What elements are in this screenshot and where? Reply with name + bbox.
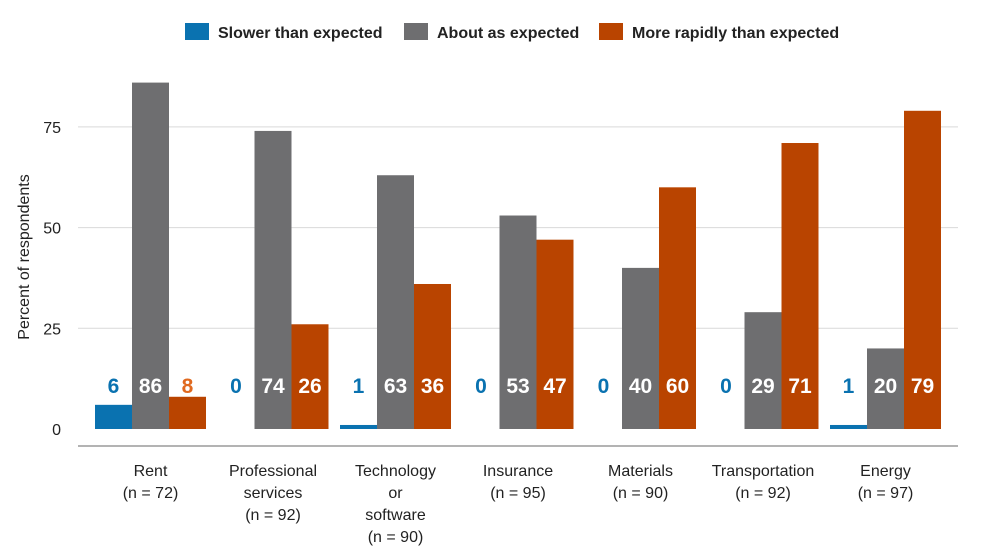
- category-label-line: or: [388, 485, 403, 502]
- category-label-line: Materials: [608, 463, 673, 480]
- category-labels: Rent (n = 72) Professional services (n = 92)…: [123, 463, 914, 546]
- data-label-1-3: 53: [506, 375, 529, 398]
- legend: Slower than expected About as expected Mor…: [185, 23, 839, 42]
- y-axis-ticks: 0 25 50 75: [43, 120, 61, 439]
- bar-2-2: [414, 283, 451, 429]
- data-label-1-5: 29: [751, 375, 774, 398]
- bar-1-3: [499, 215, 537, 429]
- bar-1-5: [744, 312, 782, 429]
- data-label-0-2: 1: [353, 375, 365, 398]
- category-label-line: Insurance: [483, 463, 553, 480]
- category-label-line: (n = 90): [368, 529, 424, 546]
- bar-2-1: [291, 324, 329, 429]
- category-label-4: Materials (n = 90): [608, 463, 673, 502]
- category-label-line: Rent: [134, 463, 168, 480]
- data-label-2-2: 36: [421, 375, 444, 398]
- category-label-3: Insurance (n = 95): [483, 463, 553, 502]
- bar-1-4: [622, 267, 659, 429]
- y-tick-label-50: 50: [43, 221, 61, 238]
- category-label-2: Technology or software (n = 90): [355, 463, 436, 546]
- category-label-line: Energy: [860, 463, 911, 480]
- y-tick-label-0: 0: [52, 422, 61, 439]
- bar-2-6: [904, 110, 941, 430]
- data-label-2-1: 26: [298, 375, 321, 398]
- bar-2-0: [169, 396, 206, 429]
- bar-2-4: [659, 187, 696, 429]
- data-label-2-4: 60: [666, 375, 689, 398]
- y-tick-label-25: 25: [43, 321, 61, 338]
- category-label-1: Professional services (n = 92): [229, 463, 317, 524]
- category-label-line: Transportation: [712, 463, 815, 480]
- category-label-0: Rent (n = 72): [123, 463, 179, 502]
- data-label-1-4: 40: [629, 375, 652, 398]
- category-label-line: (n = 90): [613, 485, 669, 502]
- data-label-2-6: 79: [911, 375, 934, 398]
- category-label-line: (n = 92): [245, 507, 301, 524]
- data-label-1-1: 74: [261, 375, 285, 398]
- data-label-0-0: 6: [108, 375, 120, 398]
- bar-0-2: [340, 424, 377, 429]
- data-label-1-2: 63: [384, 375, 407, 398]
- data-label-0-3: 0: [475, 375, 487, 398]
- category-label-line: (n = 97): [858, 485, 914, 502]
- category-label-5: Transportation (n = 92): [712, 463, 815, 502]
- bars: [95, 82, 941, 430]
- data-label-2-3: 47: [543, 375, 566, 398]
- data-label-0-1: 0: [230, 375, 242, 398]
- data-label-0-5: 0: [720, 375, 732, 398]
- y-axis-label: Percent of respondents: [16, 174, 33, 339]
- bar-1-0: [132, 82, 169, 429]
- bar-0-6: [830, 424, 867, 429]
- bar-1-6: [867, 348, 904, 429]
- legend-swatch-1: [404, 23, 428, 40]
- category-label-line: Technology: [355, 463, 436, 480]
- bar-0-0: [95, 404, 132, 429]
- category-label-line: Professional: [229, 463, 317, 480]
- category-label-line: (n = 72): [123, 485, 179, 502]
- data-label-1-0: 86: [139, 375, 162, 398]
- category-label-line: software: [365, 507, 426, 524]
- bar-1-1: [254, 130, 292, 430]
- category-label-line: (n = 92): [735, 485, 791, 502]
- data-label-0-4: 0: [598, 375, 610, 398]
- category-label-line: (n = 95): [490, 485, 546, 502]
- legend-swatch-2: [599, 23, 623, 40]
- legend-swatch-0: [185, 23, 209, 40]
- category-label-line: services: [244, 485, 303, 502]
- bar-1-2: [377, 175, 414, 429]
- legend-label-0: Slower than expected: [218, 25, 383, 42]
- data-label-2-5: 71: [788, 375, 812, 398]
- bar-2-5: [781, 143, 819, 429]
- data-label-0-6: 1: [843, 375, 855, 398]
- y-tick-label-75: 75: [43, 120, 61, 137]
- legend-label-1: About as expected: [437, 25, 579, 42]
- bar-2-3: [536, 239, 574, 429]
- data-label-1-6: 20: [874, 375, 897, 398]
- data-labels: 6 86 8 0 74 26 1 63 36 0 53 47 0 40 60 0 29 71 1 20 79: [108, 375, 935, 398]
- legend-label-2: More rapidly than expected: [632, 25, 839, 42]
- category-label-6: Energy (n = 97): [858, 463, 914, 502]
- data-label-2-0: 8: [182, 375, 194, 398]
